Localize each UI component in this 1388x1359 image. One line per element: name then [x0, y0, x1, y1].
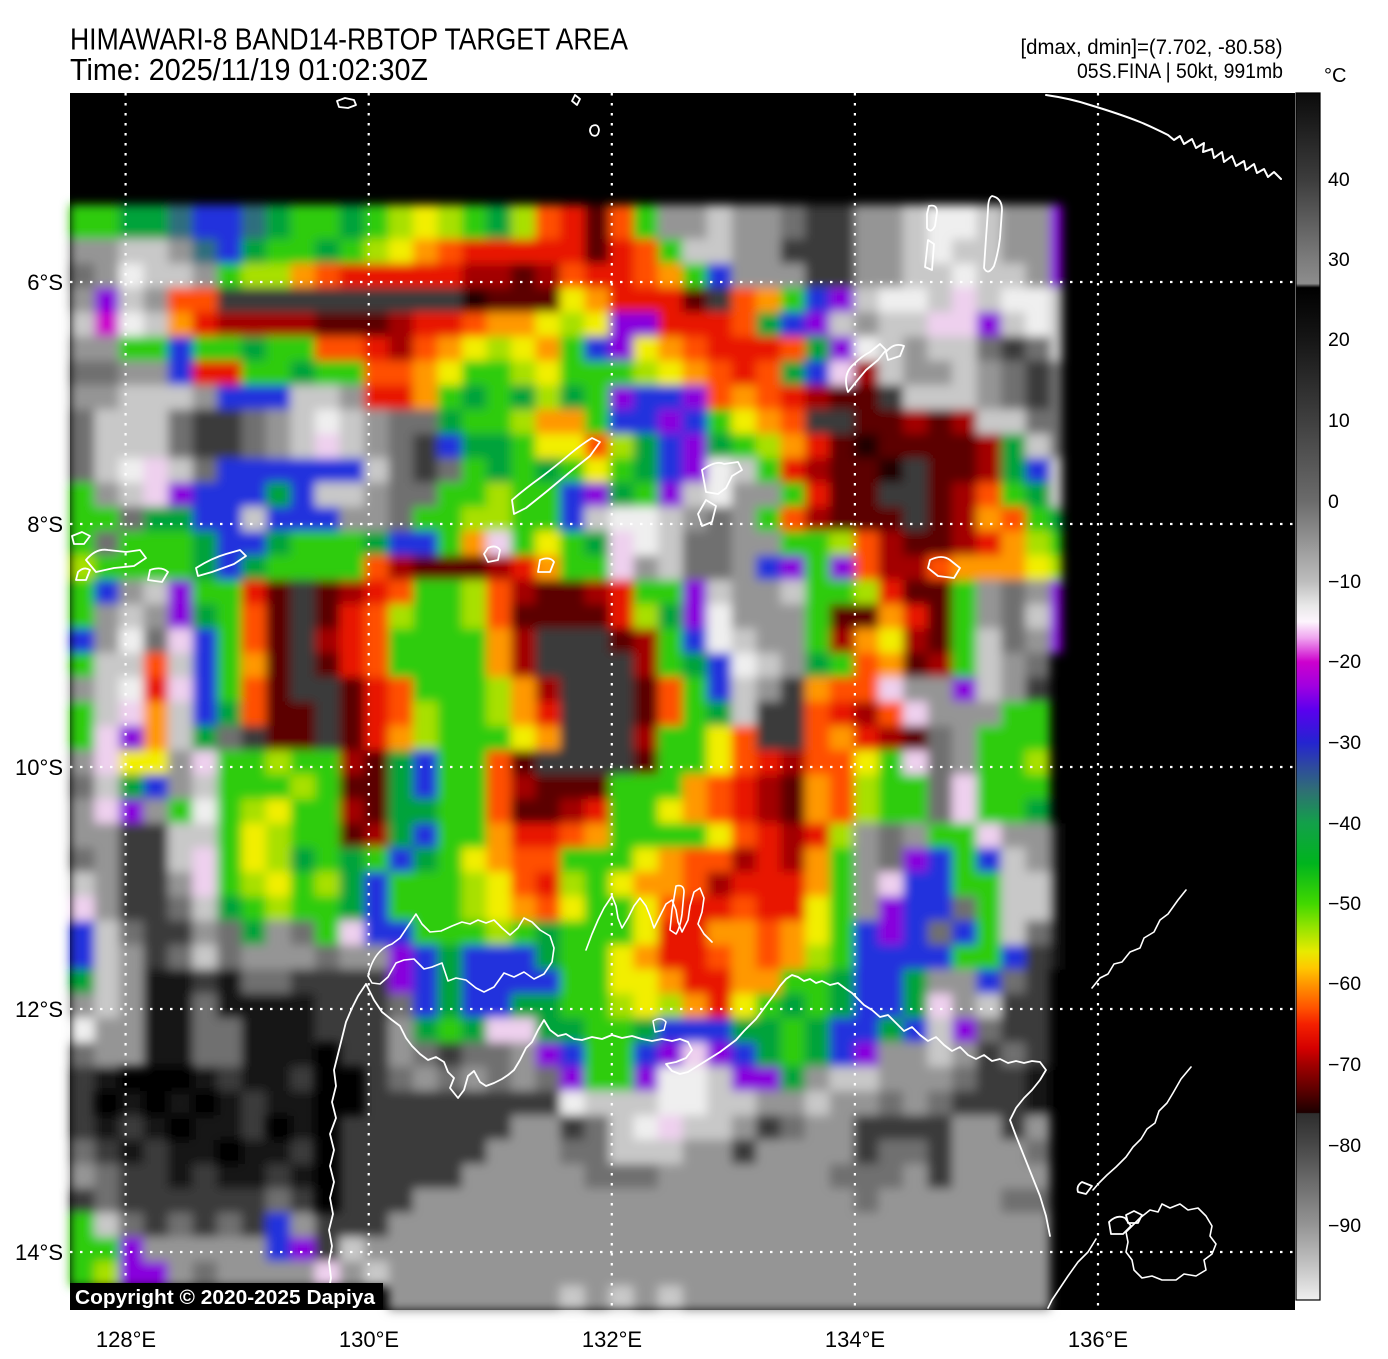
svg-text:20: 20 — [1328, 329, 1350, 351]
svg-text:−20: −20 — [1328, 651, 1361, 673]
svg-text:14°S: 14°S — [15, 1240, 63, 1265]
svg-text:[dmax, dmin]=(7.702, -80.58): [dmax, dmin]=(7.702, -80.58) — [1021, 36, 1283, 59]
svg-text:HIMAWARI-8 BAND14-RBTOP TARGET: HIMAWARI-8 BAND14-RBTOP TARGET AREA — [70, 22, 628, 57]
svg-text:40: 40 — [1328, 169, 1350, 191]
svg-text:−60: −60 — [1328, 973, 1361, 995]
svg-text:8°S: 8°S — [27, 512, 63, 537]
svg-text:132°E: 132°E — [582, 1327, 642, 1352]
svg-text:30: 30 — [1328, 249, 1350, 271]
svg-text:05S.FINA | 50kt, 991mb: 05S.FINA | 50kt, 991mb — [1077, 60, 1283, 83]
svg-text:10°S: 10°S — [15, 755, 63, 780]
svg-text:−70: −70 — [1328, 1054, 1361, 1076]
svg-text:−30: −30 — [1328, 732, 1361, 754]
svg-text:12°S: 12°S — [15, 997, 63, 1022]
svg-text:Copyright © 2020-2025 Dapiya: Copyright © 2020-2025 Dapiya — [75, 1287, 376, 1309]
svg-text:130°E: 130°E — [339, 1327, 399, 1352]
svg-text:Time: 2025/11/19 01:02:30Z: Time: 2025/11/19 01:02:30Z — [70, 52, 428, 87]
svg-text:−80: −80 — [1328, 1135, 1361, 1157]
svg-text:−10: −10 — [1328, 571, 1361, 593]
svg-text:−40: −40 — [1328, 813, 1361, 835]
svg-text:−50: −50 — [1328, 893, 1361, 915]
svg-text:10: 10 — [1328, 410, 1350, 432]
svg-text:°C: °C — [1324, 65, 1346, 87]
svg-text:0: 0 — [1328, 491, 1339, 513]
svg-text:6°S: 6°S — [27, 270, 63, 295]
svg-text:−90: −90 — [1328, 1215, 1361, 1237]
svg-text:134°E: 134°E — [825, 1327, 885, 1352]
svg-text:136°E: 136°E — [1068, 1327, 1128, 1352]
svg-text:128°E: 128°E — [96, 1327, 156, 1352]
